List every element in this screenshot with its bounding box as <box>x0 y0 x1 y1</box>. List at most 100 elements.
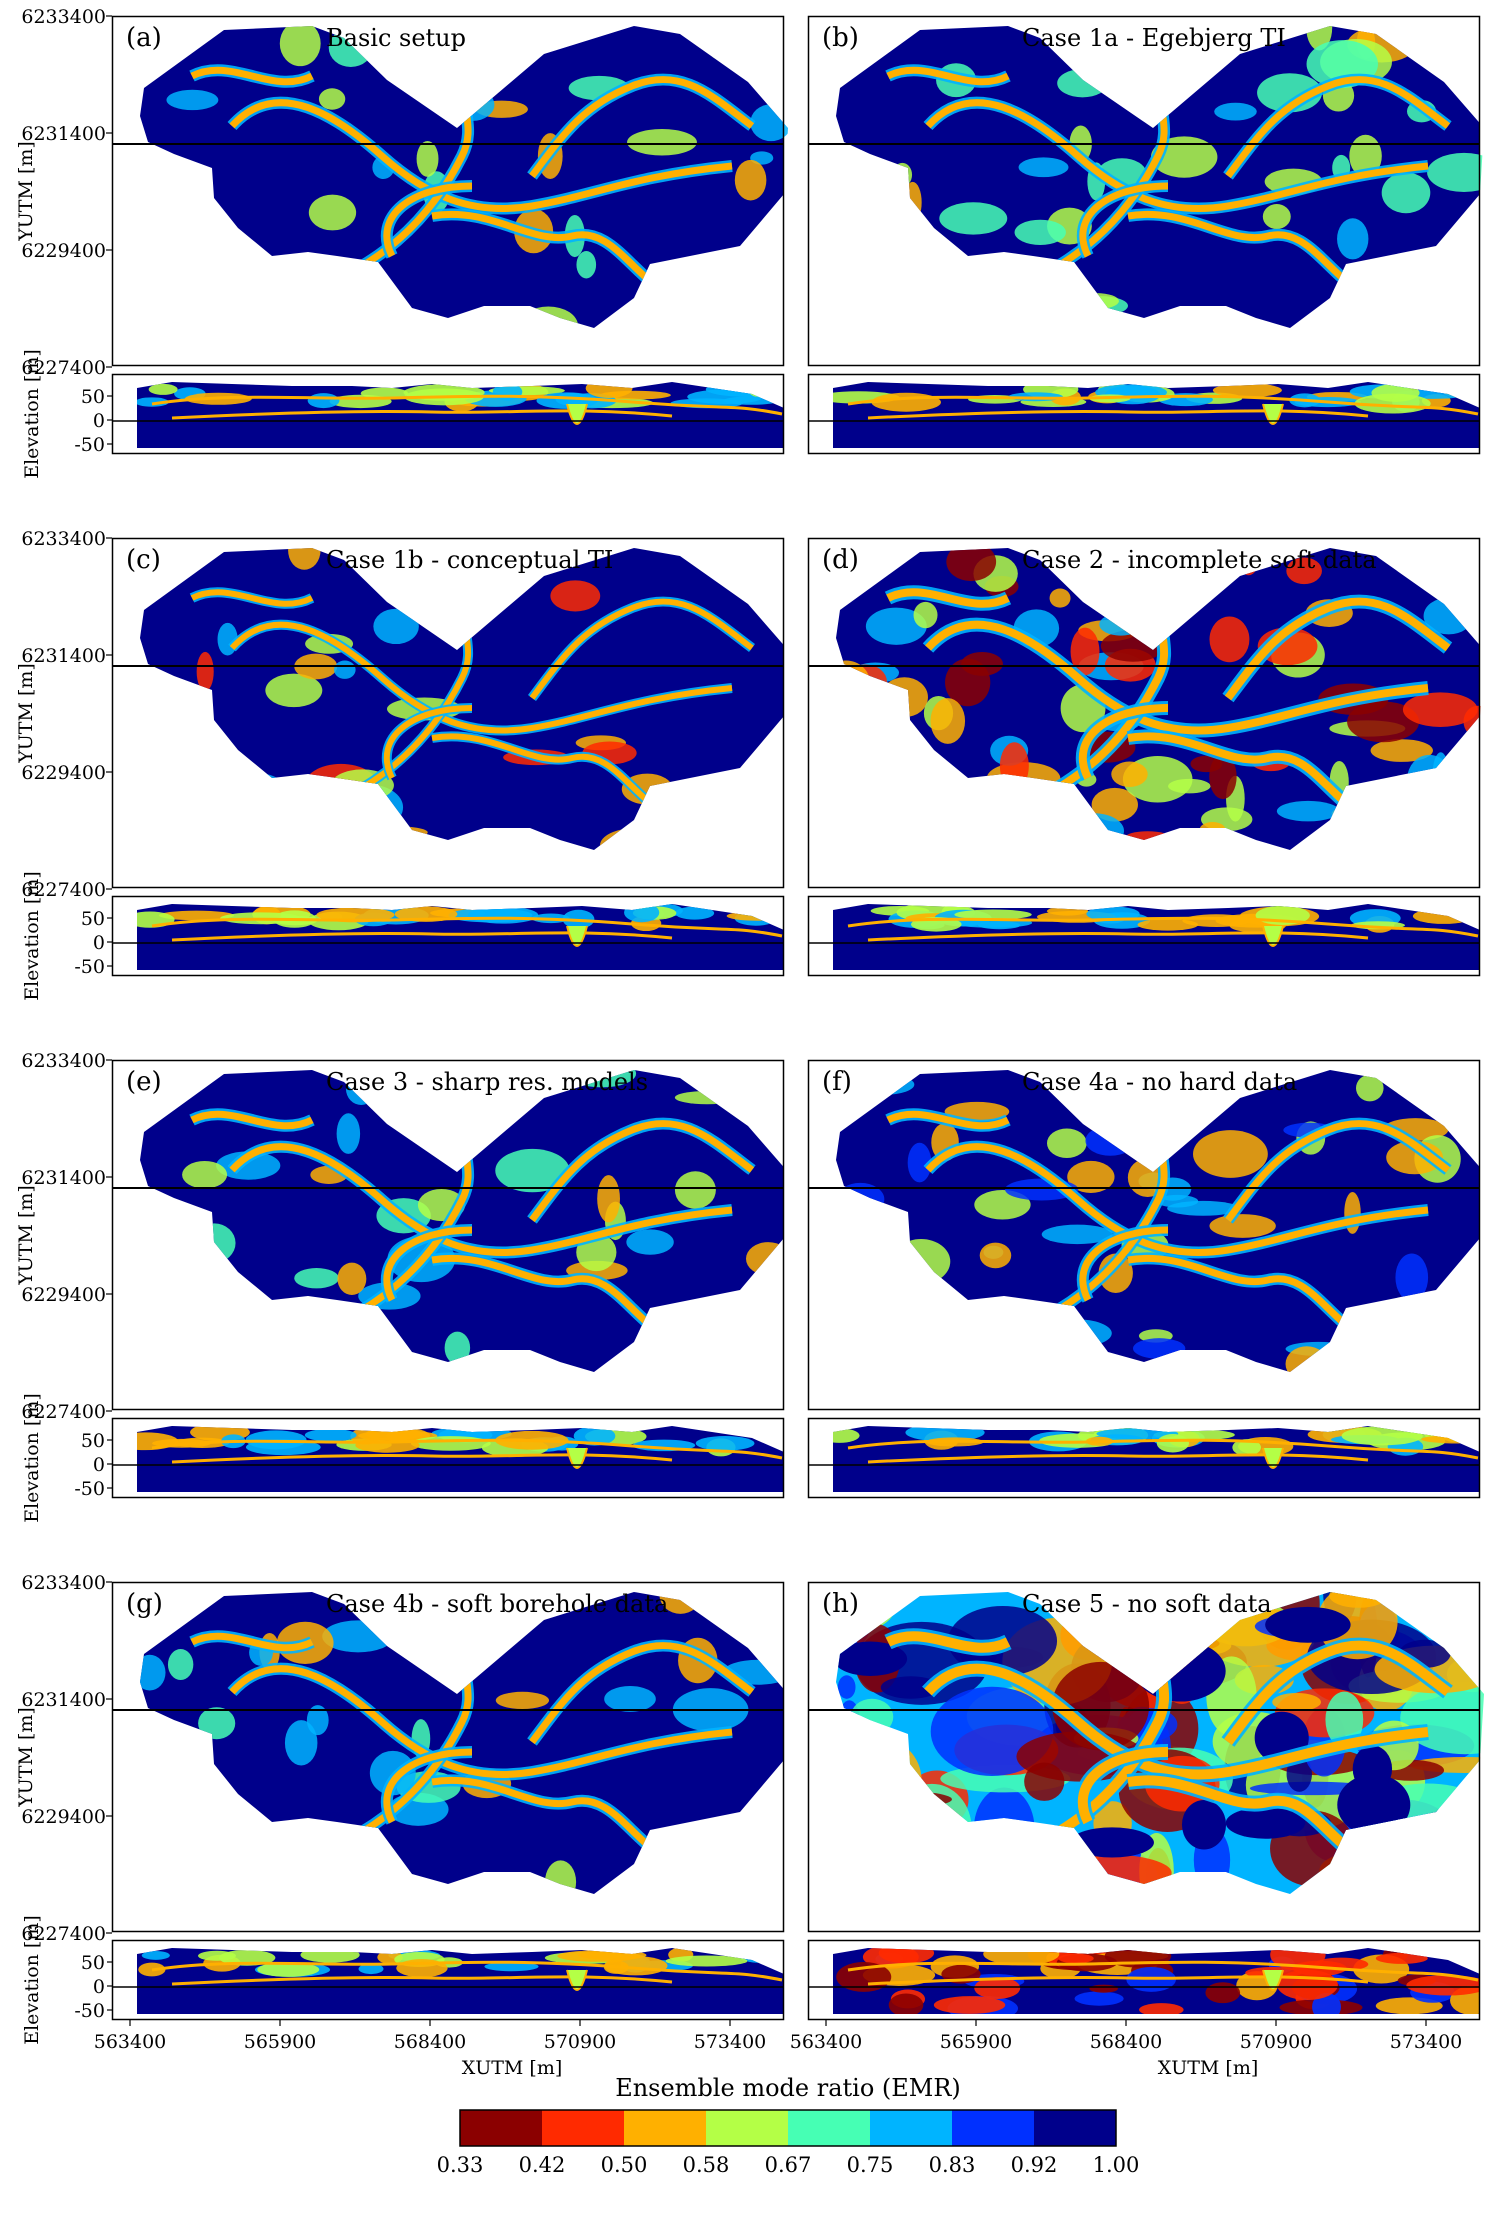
map-y-tick-label: 6229400 <box>21 1806 106 1828</box>
emr-patch <box>495 1148 570 1193</box>
emr-patch <box>1199 822 1226 838</box>
map-content <box>140 1592 788 1894</box>
emr-patch <box>322 1620 394 1653</box>
x-tick-label: 570900 <box>1240 2031 1313 2053</box>
section-y-tick-label: 50 <box>81 1952 105 1974</box>
emr-patch <box>973 1787 1035 1871</box>
map-y-tick-label: 6227400 <box>21 1401 106 1423</box>
emr-patch <box>933 1996 1006 2014</box>
emr-patch <box>627 129 697 156</box>
map-y-tick-label: 6233400 <box>21 6 106 28</box>
emr-patch <box>1286 557 1322 585</box>
panel-e: (e) Case 3 - sharp res. models <box>111 1059 788 1499</box>
x-tick-label: 568400 <box>394 2031 467 2053</box>
colorbar-tick-label: 0.33 <box>437 2153 484 2177</box>
emr-patch <box>1395 1253 1429 1302</box>
emr-patch <box>213 772 290 818</box>
panel-letter: (d) <box>822 545 859 575</box>
emr-patch <box>711 48 780 63</box>
emr-patch <box>300 1948 360 1963</box>
emr-patch <box>1100 629 1165 662</box>
panel-f: (f) Case 4a - no hard data <box>807 1059 1481 1499</box>
map-content <box>140 548 784 850</box>
section-content <box>137 904 784 970</box>
map-y-tick-label: 6233400 <box>21 528 106 550</box>
emr-patch <box>878 1948 935 1964</box>
channel-core <box>190 589 314 607</box>
x-tick-label: 570900 <box>544 2031 617 2053</box>
emr-patch <box>885 1853 1004 1894</box>
map-y-tick-label: 6229400 <box>21 240 106 262</box>
map-y-tick-label: 6233400 <box>21 1572 106 1594</box>
emr-patch <box>1337 1774 1411 1836</box>
emr-patch <box>308 194 357 231</box>
colorbar-tick-label: 0.58 <box>683 2153 730 2177</box>
emr-patch <box>734 1308 784 1325</box>
buried-valley <box>1262 925 1284 947</box>
emr-patch <box>1057 69 1108 98</box>
emr-patch <box>977 921 1021 930</box>
colorbar-title: Ensemble mode ratio (EMR) <box>615 2074 961 2102</box>
emr-patch <box>728 1868 760 1894</box>
emr-patch <box>1400 1681 1484 1755</box>
emr-patch <box>141 1950 170 1960</box>
map-plot <box>807 1059 1481 1411</box>
emr-patch <box>336 1113 361 1154</box>
panel-title: Case 5 - no soft data <box>1022 1590 1272 1618</box>
emr-patch <box>839 1852 924 1894</box>
emr-patch <box>624 904 660 923</box>
channel-core <box>529 1642 755 1745</box>
channel-core <box>1225 76 1451 179</box>
emr-patch <box>695 1436 755 1451</box>
emr-patch <box>634 1861 704 1894</box>
emr-patch <box>167 1649 194 1681</box>
emr-patch <box>1212 383 1282 398</box>
emr-patch <box>294 1268 339 1289</box>
emr-patch <box>880 677 928 718</box>
emr-patch <box>1134 1644 1191 1662</box>
cross-section-plot <box>807 895 1481 977</box>
section-frame <box>807 1939 1481 2021</box>
emr-patch <box>626 1229 674 1255</box>
emr-patch <box>145 298 222 328</box>
emr-patch <box>888 1841 950 1873</box>
panel-title: Case 2 - incomplete soft data <box>1022 546 1377 574</box>
emr-patch <box>1262 204 1291 230</box>
colorbar: Ensemble mode ratio (EMR) 0.33 0.42 0.50 0.5… <box>437 2074 1140 2177</box>
colorbar-tick-label: 0.50 <box>601 2153 648 2177</box>
emr-patch <box>355 1437 420 1453</box>
channel-core <box>383 705 473 780</box>
buried-valley <box>566 403 588 425</box>
channel-core <box>1224 597 1451 701</box>
section-channel <box>847 916 1479 938</box>
section-y-tick-label: 0 <box>93 1454 105 1476</box>
section-frame <box>111 1939 785 2021</box>
emr-patch <box>261 1312 316 1340</box>
channel-core <box>529 1120 755 1223</box>
panel-c: (c) Case 1b - conceptual TI <box>111 537 785 977</box>
emr-patch <box>218 1949 276 1966</box>
emr-patch <box>1214 102 1257 121</box>
emr-patch <box>1429 1803 1484 1844</box>
colorbar-tick-label: 0.42 <box>519 2153 566 2177</box>
panel-title: Case 4b - soft borehole data <box>326 1590 668 1618</box>
channel-core <box>431 211 674 300</box>
section-channel <box>151 1438 783 1460</box>
channel-core <box>1127 1255 1370 1344</box>
channel-core <box>190 1632 314 1652</box>
map-frame <box>807 1581 1481 1933</box>
channel-core <box>431 1777 674 1866</box>
emr-patch <box>1014 219 1066 245</box>
map-y-axis-label: YUTM [m] <box>15 663 37 764</box>
channel-core <box>529 598 754 700</box>
panel-g: (g) Case 4b - soft borehole data <box>111 1581 788 2021</box>
emr-patch <box>332 784 404 831</box>
panel-letter: (b) <box>822 23 859 53</box>
map-y-tick-label: 6229400 <box>21 762 106 784</box>
channel-core <box>1078 704 1169 780</box>
emr-patch <box>868 1859 955 1894</box>
emr-patch <box>1070 627 1100 676</box>
panel-letter: (g) <box>126 1589 163 1619</box>
emr-patch <box>1190 755 1223 773</box>
colorbar-tick-label: 0.83 <box>929 2153 976 2177</box>
